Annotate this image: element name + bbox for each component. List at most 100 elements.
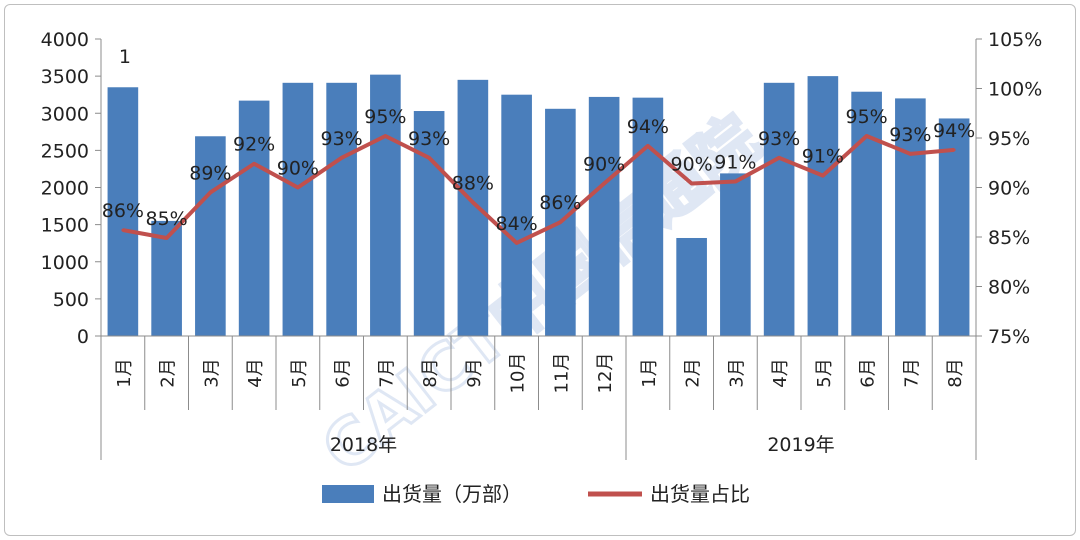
share-point-4 <box>252 162 256 166</box>
left-tick-label: 2500 <box>41 140 89 162</box>
bar-shipment-5 <box>282 82 314 337</box>
right-tick-label: 90% <box>988 178 1030 200</box>
legend-line-label: 出货量占比 <box>650 482 750 506</box>
category-label: 8月 <box>420 358 441 387</box>
share-point-17 <box>821 174 825 178</box>
share-point-16 <box>777 156 781 160</box>
category-label: 2月 <box>158 358 179 387</box>
left-tick-label: 3000 <box>41 103 89 125</box>
bar-shipment-7 <box>370 74 401 336</box>
left-tick-label: 500 <box>53 289 89 311</box>
share-data-label: 93% <box>408 128 450 150</box>
category-label: 3月 <box>201 358 222 387</box>
legend-bar-swatch <box>322 485 374 503</box>
category-label: 4月 <box>245 358 266 387</box>
right-tick-label: 95% <box>988 128 1030 150</box>
share-data-label: 86% <box>102 200 144 222</box>
bar-shipment-8 <box>413 111 445 337</box>
left-tick-label: 1000 <box>41 252 89 274</box>
category-label: 6月 <box>333 358 354 387</box>
right-tick-label: 85% <box>988 227 1030 249</box>
category-label: 1月 <box>639 358 660 387</box>
bar-shipment-15 <box>720 173 751 336</box>
category-label: 6月 <box>858 358 879 387</box>
share-point-9 <box>471 200 475 204</box>
share-data-label: 90% <box>277 158 319 180</box>
bar-shipment-19 <box>895 98 926 337</box>
share-point-12 <box>602 182 606 186</box>
share-data-label: 93% <box>889 124 931 146</box>
share-point-1 <box>121 228 125 232</box>
share-data-label: 95% <box>364 106 406 128</box>
category-label: 2月 <box>683 358 704 387</box>
share-data-label: 84% <box>496 213 538 235</box>
category-label: 5月 <box>289 358 310 387</box>
share-data-label: 90% <box>671 154 713 176</box>
left-tick-label: 3500 <box>41 66 89 88</box>
right-tick-label: 75% <box>988 326 1030 348</box>
bar-shipment-10 <box>501 94 532 336</box>
extra-data-label: 1 <box>119 46 131 68</box>
category-label: 7月 <box>901 358 922 387</box>
chart-frame: CAICT中国信通院 0 500 1000 1500 2000 2500 3000 3500 4… <box>4 4 1076 536</box>
category-label: 5月 <box>814 358 835 387</box>
share-point-10 <box>515 241 519 245</box>
share-data-label: 88% <box>452 172 494 194</box>
share-data-label: 94% <box>933 120 975 142</box>
share-point-20 <box>952 148 956 152</box>
left-tick-label: 2000 <box>41 178 89 200</box>
bar-shipment-4 <box>238 100 270 336</box>
right-tick-label: 100% <box>988 79 1042 101</box>
bar-shipment-16 <box>763 82 795 337</box>
share-data-label: 93% <box>758 128 800 150</box>
category-label: 10月 <box>508 353 529 394</box>
left-tick-label: 1500 <box>41 215 89 237</box>
bar-shipment-13 <box>632 97 664 336</box>
bar-shipment-14 <box>676 237 707 336</box>
bar-shipment-17 <box>807 76 839 336</box>
share-data-label: 90% <box>583 154 625 176</box>
share-point-2 <box>165 236 169 240</box>
bar-shipment-1 <box>107 87 139 336</box>
bar-shipment-9 <box>457 79 489 337</box>
chart: CAICT中国信通院 05001000150020002500300035004… <box>41 29 1043 506</box>
category-label: 8月 <box>945 358 966 387</box>
share-data-label: 89% <box>189 162 231 184</box>
category-label: 1月 <box>114 358 135 387</box>
category-label: 12月 <box>595 353 616 394</box>
bar-shipment-2 <box>151 220 182 336</box>
share-point-7 <box>383 134 387 138</box>
right-tick-label: 105% <box>988 29 1042 51</box>
share-data-label: 91% <box>714 152 756 174</box>
year-label: 2018年 <box>330 434 397 456</box>
share-data-label: 86% <box>539 192 581 214</box>
bar-shipment-3 <box>195 136 226 336</box>
bar-shipment-18 <box>851 91 882 336</box>
share-data-label: 93% <box>321 128 363 150</box>
share-point-18 <box>865 134 869 138</box>
share-point-5 <box>296 186 300 189</box>
share-point-14 <box>690 182 694 186</box>
share-point-6 <box>340 156 344 160</box>
category-label: 4月 <box>770 358 791 387</box>
category-label: 9月 <box>464 358 485 387</box>
share-data-label: 91% <box>802 146 844 168</box>
year-label: 2019年 <box>767 434 834 456</box>
legend-bar-label: 出货量（万部） <box>382 482 522 506</box>
bar-shipment-12 <box>588 96 620 336</box>
share-point-13 <box>646 144 650 148</box>
category-label: 11月 <box>551 353 572 394</box>
left-tick-label: 0 <box>77 326 89 348</box>
share-data-label: 92% <box>233 134 275 156</box>
share-line <box>122 134 955 245</box>
share-data-label: 94% <box>627 116 669 138</box>
share-data-label: 85% <box>146 208 188 230</box>
bar-shipment-20 <box>938 118 970 336</box>
category-label: 7月 <box>376 358 397 387</box>
left-tick-label: 4000 <box>41 29 89 51</box>
share-point-8 <box>427 156 431 160</box>
share-point-19 <box>908 152 912 156</box>
right-tick-label: 80% <box>988 277 1030 299</box>
bar-shipment-6 <box>326 82 357 337</box>
category-label: 3月 <box>726 358 747 387</box>
